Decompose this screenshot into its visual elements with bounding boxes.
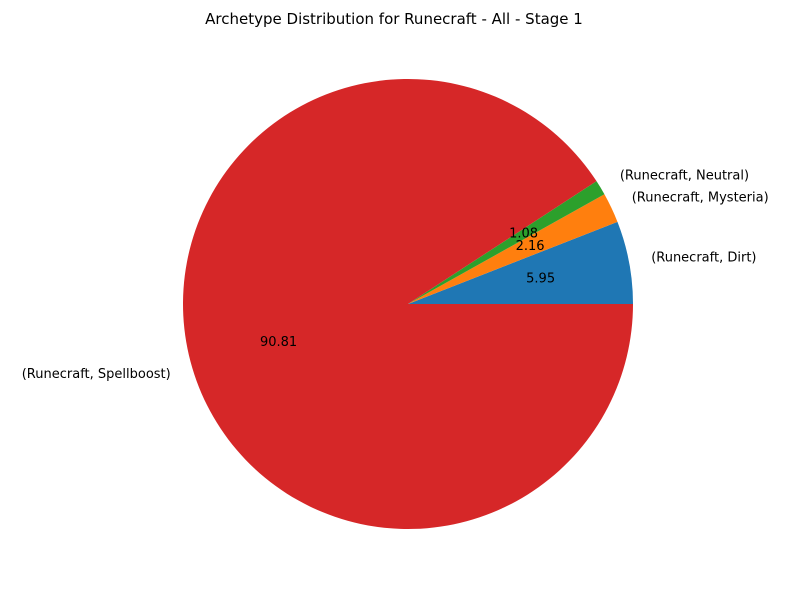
pie-slice-3 — [183, 79, 633, 530]
slice-value-3: 90.81 — [260, 335, 297, 350]
slice-label-3: (Runecraft, Spellboost) — [22, 367, 171, 382]
slice-label-1: (Runecraft, Mysteria) — [632, 191, 769, 206]
slice-value-0: 5.95 — [526, 271, 555, 286]
slice-label-0: (Runecraft, Dirt) — [651, 251, 756, 266]
slice-label-2: (Runecraft, Neutral) — [620, 169, 749, 184]
chart-title: Archetype Distribution for Runecraft - A… — [205, 10, 583, 28]
pie-slice-2 — [408, 181, 605, 304]
slice-value-1: 2.16 — [516, 239, 545, 254]
pie-slices — [183, 79, 633, 530]
pie-slice-1 — [408, 194, 618, 304]
pie-slice-0 — [408, 221, 633, 304]
slice-value-2: 1.08 — [509, 227, 538, 242]
pie-labels: (Runecraft, Dirt) 5.95 (Runecraft, Mysteri… — [22, 169, 769, 382]
